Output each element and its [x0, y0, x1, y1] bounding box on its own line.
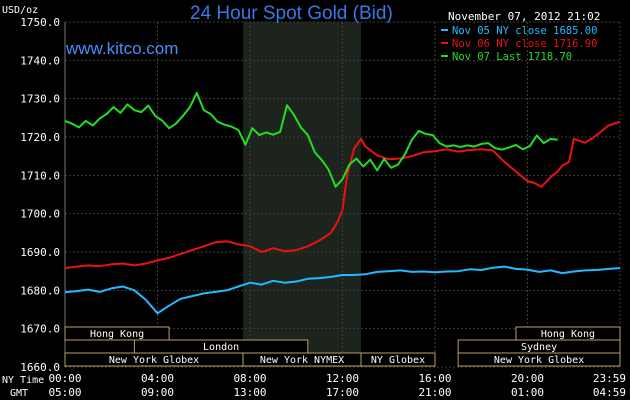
market-session-box	[457, 352, 621, 367]
gmt-row-label: GMT	[10, 388, 28, 399]
market-session-label: Hong Kong	[90, 329, 144, 340]
y-tick-label: 1680.0	[20, 284, 60, 297]
x-tick-label-gmt: 17:00	[326, 386, 359, 399]
market-session-label: New York NYMEX	[260, 355, 344, 366]
x-tick-label-gmt: 04:59	[593, 386, 626, 399]
y-tick-label: 1700.0	[20, 208, 60, 221]
market-session-label: Sydney	[521, 342, 557, 353]
x-tick-label-gmt: 05:00	[48, 386, 81, 399]
x-tick-label-ny: 16:00	[418, 372, 451, 385]
chart-title: 24 Hour Spot Gold (Bid)	[190, 3, 393, 24]
x-tick-label-ny: 23:59	[593, 372, 626, 385]
x-tick-label-gmt: 09:00	[141, 386, 174, 399]
y-tick-label: 1740.0	[20, 54, 60, 67]
market-session-label: New York Globex	[494, 355, 584, 366]
x-tick-label-ny: 00:00	[48, 372, 81, 385]
legend: Nov 05 NY close 1685.00 Nov 06 NY close …	[441, 25, 597, 63]
ny-time-row-label: NY Time	[2, 375, 44, 386]
legend-entry-nov07: Nov 07 Last 1718.70	[441, 51, 572, 63]
legend-entry-nov05: Nov 05 NY close 1685.00	[441, 25, 597, 37]
x-tick-label-gmt: 01:00	[511, 386, 544, 399]
market-session-label: New York Globex	[109, 355, 199, 366]
series-line-1	[64, 120, 621, 270]
x-tick-label-ny: 08:00	[233, 372, 266, 385]
y-tick-label: 1660.0	[20, 361, 60, 374]
y-axis-unit-label: USD/oz	[2, 5, 38, 16]
y-tick-label: 1690.0	[20, 246, 60, 259]
market-session-label: NY Globex	[371, 355, 425, 366]
market-session-box	[64, 326, 170, 341]
legend-label-nov06: Nov 06 NY close 1716.90	[452, 38, 597, 50]
chart-timestamp: November 07, 2012 21:02	[448, 10, 600, 23]
legend-entry-nov06: Nov 06 NY close 1716.90	[441, 38, 597, 50]
legend-label-nov05: Nov 05 NY close 1685.00	[452, 25, 597, 37]
series-line-2	[64, 91, 558, 188]
y-tick-label: 1730.0	[20, 93, 60, 106]
y-tick-label: 1670.0	[20, 323, 60, 336]
legend-swatch-nov05	[441, 29, 448, 31]
legend-swatch-nov06	[441, 42, 448, 44]
nymex-session-shade	[243, 22, 361, 367]
y-tick-label: 1710.0	[20, 169, 60, 182]
market-session-label: London	[203, 342, 239, 353]
series-line-0	[64, 265, 621, 315]
x-tick-label-gmt: 21:00	[418, 386, 451, 399]
x-tick-label-ny: 04:00	[141, 372, 174, 385]
x-tick-label-gmt: 13:00	[233, 386, 266, 399]
legend-label-nov07: Nov 07 Last 1718.70	[452, 51, 572, 63]
market-session-box	[360, 352, 436, 367]
market-session-label: Hong Kong	[541, 329, 595, 340]
x-tick-label-ny: 20:00	[511, 372, 544, 385]
x-tick-label-ny: 12:00	[326, 372, 359, 385]
y-tick-label: 1750.0	[20, 16, 60, 29]
website-watermark: www.kitco.com	[65, 39, 178, 58]
legend-swatch-nov07	[441, 55, 448, 57]
y-tick-label: 1720.0	[20, 131, 60, 144]
